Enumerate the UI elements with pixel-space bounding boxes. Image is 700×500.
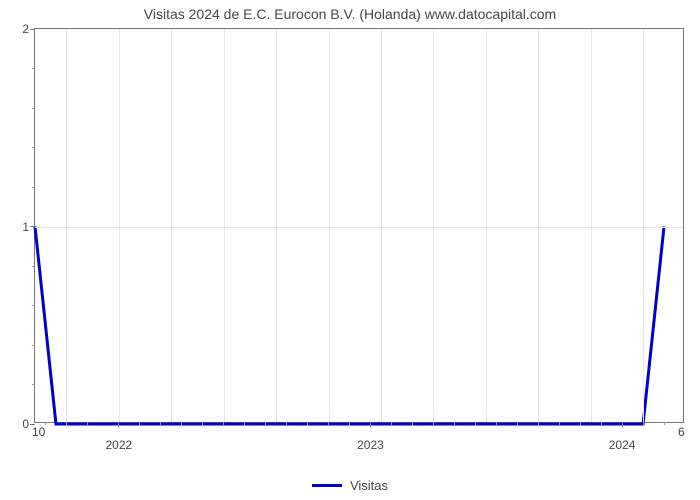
gridline-vertical xyxy=(433,29,434,422)
y-tick-minor xyxy=(32,147,35,148)
plot-area: 012202220232024 xyxy=(34,28,684,423)
x-tick-minor xyxy=(223,422,224,425)
y-tick-minor xyxy=(32,345,35,346)
x-tick xyxy=(622,422,623,427)
gridline-vertical xyxy=(538,29,539,422)
corner-label-left: 10 xyxy=(32,425,45,439)
x-tick-minor xyxy=(433,422,434,425)
x-tick-minor xyxy=(664,422,665,425)
x-tick-minor xyxy=(475,422,476,425)
gridline-vertical xyxy=(643,29,644,422)
x-tick-minor xyxy=(265,422,266,425)
x-tick-minor xyxy=(496,422,497,425)
x-tick-minor xyxy=(580,422,581,425)
x-tick-minor xyxy=(538,422,539,425)
x-tick-minor xyxy=(517,422,518,425)
x-tick-minor xyxy=(601,422,602,425)
x-tick-minor xyxy=(643,422,644,425)
y-tick xyxy=(30,226,35,227)
corner-label-right: 6 xyxy=(678,425,685,439)
x-tick-minor xyxy=(139,422,140,425)
gridline-horizontal xyxy=(35,227,683,228)
y-tick-minor xyxy=(32,384,35,385)
gridline-vertical xyxy=(276,29,277,422)
x-tick-minor xyxy=(328,422,329,425)
x-tick-minor xyxy=(559,422,560,425)
visitas-line xyxy=(35,227,664,425)
x-tick xyxy=(370,422,371,427)
gridline-vertical xyxy=(66,29,67,422)
y-tick-minor xyxy=(32,266,35,267)
x-tick xyxy=(118,422,119,427)
x-tick-minor xyxy=(286,422,287,425)
x-tick-label: 2024 xyxy=(609,438,636,452)
x-tick-minor xyxy=(307,422,308,425)
y-tick-minor xyxy=(32,305,35,306)
y-tick-label: 2 xyxy=(22,22,29,36)
chart-title: Visitas 2024 de E.C. Eurocon B.V. (Holan… xyxy=(0,6,700,22)
y-tick-minor xyxy=(32,68,35,69)
x-tick-minor xyxy=(412,422,413,425)
x-tick-minor xyxy=(160,422,161,425)
x-tick-minor xyxy=(87,422,88,425)
legend: Visitas xyxy=(0,478,700,493)
gridline-vertical xyxy=(224,29,225,422)
x-tick-minor xyxy=(244,422,245,425)
legend-swatch xyxy=(312,484,342,487)
x-tick-minor xyxy=(202,422,203,425)
gridline-vertical xyxy=(591,29,592,422)
gridline-vertical xyxy=(171,29,172,422)
gridline-vertical xyxy=(329,29,330,422)
x-tick-minor xyxy=(181,422,182,425)
gridline-vertical xyxy=(119,29,120,422)
y-tick-minor xyxy=(32,108,35,109)
x-tick-minor xyxy=(66,422,67,425)
x-tick-label: 2022 xyxy=(106,438,133,452)
x-tick-minor xyxy=(454,422,455,425)
x-tick-minor xyxy=(391,422,392,425)
gridline-vertical xyxy=(486,29,487,422)
y-tick-minor xyxy=(32,187,35,188)
y-tick-label: 1 xyxy=(22,220,29,234)
y-tick xyxy=(30,29,35,30)
y-tick-label: 0 xyxy=(22,417,29,431)
x-tick-label: 2023 xyxy=(357,438,384,452)
gridline-vertical xyxy=(381,29,382,422)
x-tick-minor xyxy=(349,422,350,425)
legend-label: Visitas xyxy=(350,478,388,493)
